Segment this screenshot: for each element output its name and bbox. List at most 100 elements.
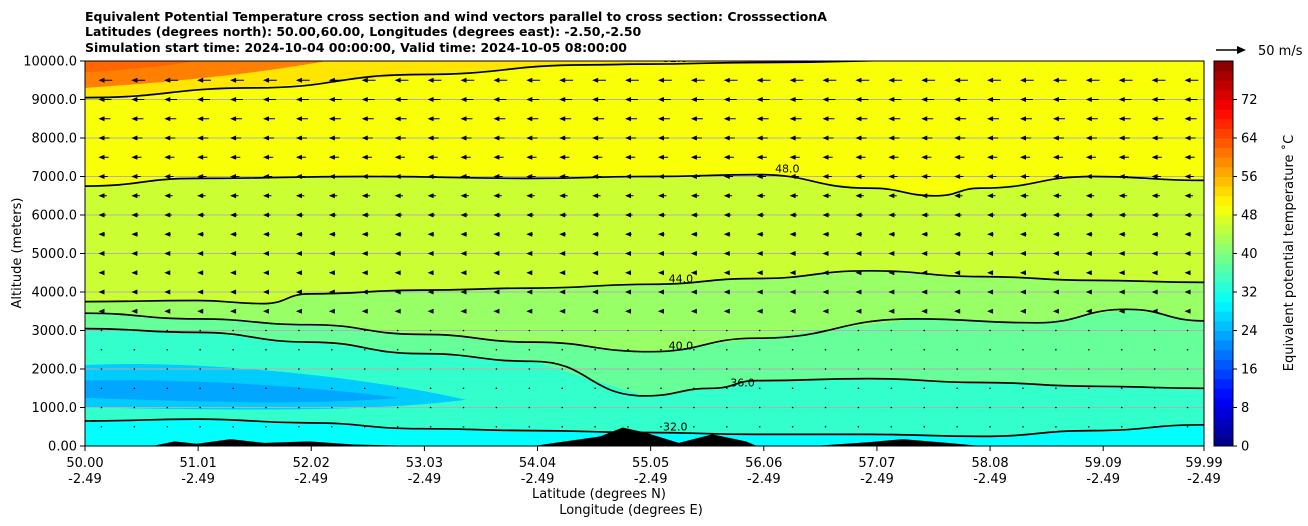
wind-vector-head xyxy=(822,289,829,295)
wind-vector-head xyxy=(921,193,928,199)
wind-vector-head xyxy=(460,77,467,83)
wind-vector xyxy=(166,425,169,428)
colorbar-segment xyxy=(1214,330,1233,341)
wind-vector xyxy=(363,406,366,409)
contour-label-44.0: 44.0 xyxy=(669,272,694,285)
wind-vector xyxy=(1088,348,1090,351)
wind-vector xyxy=(1186,368,1189,370)
wind-vector-head xyxy=(690,135,697,141)
wind-vector-head xyxy=(263,289,270,295)
wind-vector-head xyxy=(164,193,171,199)
wind-vector-head xyxy=(559,154,566,160)
wind-vector xyxy=(199,368,201,370)
wind-vector xyxy=(363,368,366,370)
colorbar-segment xyxy=(1214,263,1233,274)
wind-vector-head xyxy=(98,212,105,218)
wind-vector-head xyxy=(822,116,829,122)
wind-vector xyxy=(725,348,728,351)
wind-vector-head xyxy=(1052,97,1059,102)
wind-vector-head xyxy=(427,251,434,256)
wind-vector xyxy=(265,406,267,409)
wind-vector-head xyxy=(756,193,763,199)
wind-vector xyxy=(725,387,728,390)
wind-vector xyxy=(1022,425,1024,428)
wind-vector-head xyxy=(361,77,368,83)
colorbar-segment xyxy=(1214,205,1233,216)
y-tick-label: 5000.0 xyxy=(32,247,78,262)
wind-vector xyxy=(495,406,498,409)
wind-vector xyxy=(133,368,136,370)
y-tick-label: 9000.0 xyxy=(32,93,78,108)
wind-vector-head xyxy=(427,289,434,295)
colorbar-segment xyxy=(1214,109,1233,120)
wind-vector-head xyxy=(131,77,138,83)
colorbar-segment xyxy=(1214,369,1233,380)
wind-vector-head xyxy=(888,270,895,276)
wind-vector-head xyxy=(789,116,796,122)
filled-contour-bands xyxy=(85,61,1204,446)
wind-vector xyxy=(758,425,761,428)
wind-vector-head xyxy=(1184,174,1191,179)
colorbar-segment xyxy=(1214,282,1233,293)
wind-vector-head xyxy=(427,193,434,199)
wind-vector-head xyxy=(888,193,895,199)
wind-vector-head xyxy=(328,135,335,141)
wind-vector-head xyxy=(1019,135,1026,141)
wind-vector-head xyxy=(98,289,105,295)
wind-vector-head xyxy=(855,212,862,218)
wind-vector xyxy=(1088,425,1090,428)
wind-vector-head xyxy=(361,135,368,141)
wind-vector xyxy=(331,425,333,428)
wind-vector xyxy=(1153,425,1156,428)
wind-vector xyxy=(956,329,958,332)
wind-vector xyxy=(298,406,300,409)
wind-vector-head xyxy=(98,77,105,83)
colorbar-tick-label: 32 xyxy=(1241,286,1258,301)
wind-vector xyxy=(693,329,695,332)
band-44-48 xyxy=(85,174,1204,304)
wind-vector-head xyxy=(559,231,566,237)
x-tick-label-longitude: -2.49 xyxy=(1086,472,1120,487)
wind-vector-head xyxy=(789,251,796,256)
wind-vector xyxy=(627,387,629,390)
wind-vector-head xyxy=(1019,231,1026,237)
x-axis-label-latitude: Latitude (degrees N) xyxy=(532,487,666,502)
y-tick-label: 4000.0 xyxy=(32,286,78,301)
wind-vector-head xyxy=(295,193,302,199)
wind-vector-head xyxy=(1052,193,1059,199)
wind-vector-head xyxy=(987,77,994,83)
wind-vector-head xyxy=(789,154,796,160)
wind-vector-head xyxy=(559,251,566,256)
wind-vector-head xyxy=(987,231,994,237)
y-axis-label: Altitude (meters) xyxy=(10,198,25,309)
wind-vector xyxy=(232,406,234,409)
colorbar-segment xyxy=(1214,417,1233,428)
x-tick-label-longitude: -2.49 xyxy=(747,472,781,487)
colorbar-segment xyxy=(1214,195,1233,206)
wind-vector-head xyxy=(295,154,302,160)
wind-vector-head xyxy=(197,135,204,141)
wind-vector-head xyxy=(328,116,335,122)
wind-vector xyxy=(725,406,728,409)
wind-vector xyxy=(890,406,893,409)
wind-vector xyxy=(725,425,728,428)
wind-vector-head xyxy=(131,289,138,295)
wind-vector xyxy=(396,368,399,370)
wind-vector-head xyxy=(164,270,171,276)
wind-vector-head xyxy=(1184,193,1191,199)
wind-vector-head xyxy=(625,116,632,122)
contour-label-32.0: 32.0 xyxy=(663,421,688,434)
wind-vector-head xyxy=(263,251,270,256)
colorbar-segment xyxy=(1214,89,1233,100)
wind-vector-head xyxy=(723,116,730,122)
wind-vector-head xyxy=(526,212,533,218)
wind-vector-head xyxy=(230,154,237,160)
wind-vector-head xyxy=(855,116,862,122)
wind-vector xyxy=(561,329,564,332)
x-tick-label-latitude: 59.99 xyxy=(1185,456,1222,471)
wind-vector-head xyxy=(295,251,302,256)
wind-vector-head xyxy=(1019,212,1026,218)
wind-vector-head xyxy=(855,308,862,314)
wind-vector-head xyxy=(263,135,270,141)
wind-vector-head xyxy=(131,154,138,160)
